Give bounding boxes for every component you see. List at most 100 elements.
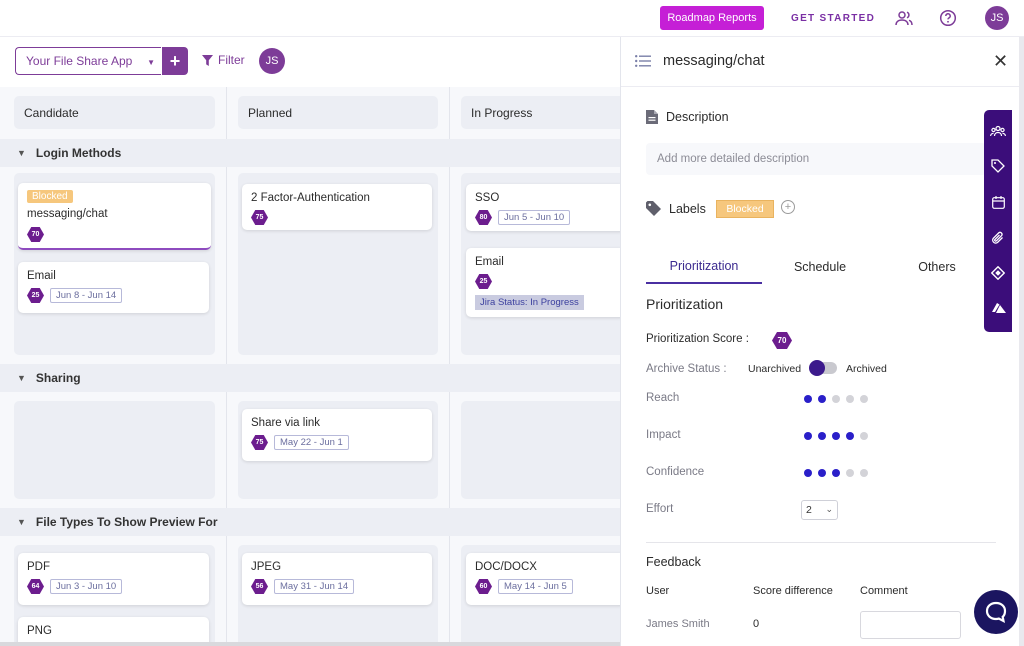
label-blocked-chip[interactable]: Blocked <box>716 200 774 218</box>
rating-dot[interactable] <box>818 395 826 403</box>
rating-dot[interactable] <box>846 395 854 403</box>
card-share-via-link[interactable]: Share via link 75 May 22 - Jun 1 <box>242 409 432 461</box>
card-title: Email <box>475 256 504 268</box>
description-section: Description <box>646 110 729 124</box>
roadmap-reports-button[interactable]: Roadmap Reports <box>660 6 764 30</box>
status-badge: Blocked <box>27 190 73 203</box>
group-header-login-methods[interactable]: ▼ Login Methods <box>0 139 620 167</box>
card-png[interactable]: PNG <box>18 617 209 646</box>
chat-launcher-button[interactable] <box>974 590 1018 634</box>
panel-tabs: Prioritization Schedule Others <box>646 249 996 284</box>
panel-header: messaging/chat ✕ <box>621 37 1024 87</box>
app-selector-label: Your File Share App <box>26 54 133 68</box>
rating-dot[interactable] <box>832 395 840 403</box>
member-avatar[interactable]: JS <box>259 48 285 74</box>
labels-section: Labels <box>646 201 706 216</box>
card-jpeg[interactable]: JPEG 56 May 31 - Jun 14 <box>242 553 432 605</box>
tab-others[interactable]: Others <box>918 259 956 274</box>
group-header-file-types[interactable]: ▼ File Types To Show Preview For <box>0 508 620 536</box>
azure-icon[interactable] <box>990 301 1006 317</box>
user-avatar[interactable]: JS <box>985 6 1009 30</box>
card-pdf[interactable]: PDF 64 Jun 3 - Jun 10 <box>18 553 209 605</box>
toggle-knob <box>809 360 825 376</box>
score-badge: 75 <box>251 210 268 225</box>
description-input[interactable]: Add more detailed description <box>646 143 986 175</box>
effort-label: Effort <box>646 503 674 515</box>
archive-toggle[interactable] <box>809 360 837 376</box>
card-title: Share via link <box>251 417 321 429</box>
add-item-button[interactable]: + <box>162 47 188 75</box>
tab-prioritization[interactable]: Prioritization <box>646 249 762 284</box>
panel-scrollbar[interactable] <box>1019 37 1024 646</box>
card-title: messaging/chat <box>27 208 108 220</box>
rating-dot[interactable] <box>846 432 854 440</box>
close-icon[interactable]: ✕ <box>993 51 1009 71</box>
card-messaging-chat[interactable]: Blocked messaging/chat 70 <box>18 183 211 250</box>
effort-value: 2 <box>806 504 812 516</box>
card-email-in-progress[interactable]: Email 25 Jira Status: In Progress <box>466 248 620 317</box>
chevron-down-icon: ⌄ <box>825 504 833 514</box>
unarchived-label: Unarchived <box>748 363 802 375</box>
card-title: PDF <box>27 561 50 573</box>
rating-dot[interactable] <box>818 469 826 477</box>
score-badge: 25 <box>475 274 492 289</box>
tag-icon[interactable] <box>990 158 1006 174</box>
card-title: SSO <box>475 192 500 204</box>
chevron-down-icon: ▼ <box>17 148 26 158</box>
rating-dot[interactable] <box>860 469 868 477</box>
app-selector[interactable]: Your File Share App ▼ <box>15 47 161 75</box>
card-doc-docx[interactable]: DOC/DOCX 60 May 14 - Jun 5 <box>466 553 620 605</box>
archive-label: Archive Status : <box>646 363 727 375</box>
score-badge: 60 <box>475 579 492 594</box>
rating-dot[interactable] <box>804 469 812 477</box>
reach-rating[interactable] <box>804 395 868 403</box>
score-label: Prioritization Score : <box>646 333 749 345</box>
add-label-icon[interactable]: + <box>781 200 795 214</box>
group-header-sharing[interactable]: ▼ Sharing <box>0 364 620 392</box>
rating-dot[interactable] <box>818 432 826 440</box>
card-email[interactable]: Email 25 Jun 8 - Jun 14 <box>18 262 209 313</box>
date-range: May 14 - Jun 5 <box>498 579 573 594</box>
effort-select[interactable]: 2 ⌄ <box>801 500 838 520</box>
rating-dot[interactable] <box>832 469 840 477</box>
attachment-icon[interactable] <box>990 230 1006 246</box>
filter-label: Filter <box>218 53 245 67</box>
score-badge: 56 <box>251 579 268 594</box>
caret-down-icon: ▼ <box>147 58 155 67</box>
impact-rating[interactable] <box>804 432 868 440</box>
users-icon[interactable] <box>894 8 914 28</box>
confidence-rating[interactable] <box>804 469 868 477</box>
group-name: Login Methods <box>35 146 122 160</box>
feedback-score: 0 <box>753 618 760 630</box>
help-icon[interactable] <box>938 8 958 28</box>
roadmap-board: Candidate Planned In Progress ▼ Login Me… <box>0 87 620 646</box>
date-range: Jun 8 - Jun 14 <box>50 288 123 303</box>
jira-icon[interactable] <box>990 265 1006 281</box>
team-icon[interactable] <box>990 123 1006 139</box>
document-icon <box>646 110 658 124</box>
card-2fa[interactable]: 2 Factor-Authentication 75 <box>242 184 432 230</box>
rating-dot[interactable] <box>804 395 812 403</box>
horizontal-scrollbar[interactable] <box>0 642 620 646</box>
rating-dot[interactable] <box>832 432 840 440</box>
comment-input[interactable] <box>860 611 961 639</box>
jira-status-badge: Jira Status: In Progress <box>475 295 584 310</box>
lane-cell <box>461 401 620 499</box>
rating-dot[interactable] <box>860 432 868 440</box>
rating-dot[interactable] <box>860 395 868 403</box>
date-range: Jun 5 - Jun 10 <box>498 210 571 225</box>
chat-icon <box>985 601 1007 624</box>
score-badge: 80 <box>475 210 492 225</box>
card-sso[interactable]: SSO 80 Jun 5 - Jun 10 <box>466 184 620 231</box>
tab-schedule[interactable]: Schedule <box>793 259 847 274</box>
group-name: Sharing <box>35 371 81 385</box>
rating-dot[interactable] <box>846 469 854 477</box>
labels-label: Labels <box>669 201 706 216</box>
get-started-link[interactable]: GET STARTED <box>791 13 876 24</box>
calendar-icon[interactable] <box>990 194 1006 210</box>
rating-dot[interactable] <box>804 432 812 440</box>
score-badge: 70 <box>772 332 792 349</box>
filter-button[interactable]: Filter <box>202 53 245 67</box>
section-title: Prioritization <box>646 296 724 312</box>
tag-icon <box>646 201 661 216</box>
